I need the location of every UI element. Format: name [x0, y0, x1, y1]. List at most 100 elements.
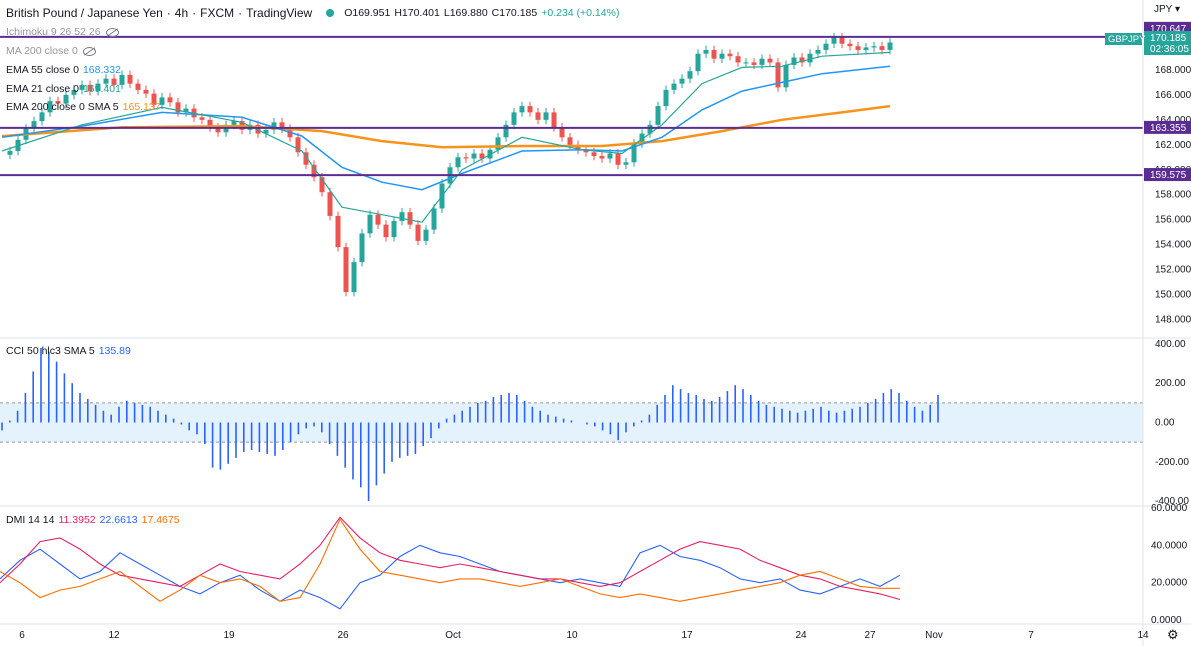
ohlc-change: +0.234 (+0.14%)	[541, 7, 620, 19]
candle-body	[303, 152, 309, 165]
platform: TradingView	[246, 6, 313, 20]
candle-body	[279, 122, 285, 129]
legend-dmi[interactable]: DMI 14 14 11.3952 22.6613 17.4675	[6, 514, 180, 526]
candle-body	[759, 58, 765, 65]
candle-body	[615, 153, 621, 165]
candle-body	[575, 144, 581, 150]
candle-body	[479, 153, 485, 159]
legend-ema200[interactable]: EMA 200 close 0 SMA 5 165.137	[6, 101, 161, 113]
legend-ema200-label: EMA 200 close 0 SMA 5	[6, 101, 119, 113]
candle-body	[727, 53, 733, 57]
candle-body	[855, 46, 861, 50]
candle-body	[551, 112, 557, 128]
price-tick-label: 148.000	[1155, 315, 1191, 326]
currency-label[interactable]: JPY ▾	[1154, 4, 1180, 15]
interval[interactable]: 4h	[174, 6, 189, 20]
candle-body	[63, 94, 69, 104]
legend-ma200[interactable]: MA 200 close 0	[6, 45, 96, 57]
legend-dmi-v3: 17.4675	[141, 514, 180, 526]
candle-body	[519, 106, 525, 113]
hidden-eye-icon[interactable]	[105, 27, 119, 37]
legend-ema55[interactable]: EMA 55 close 0 168.332	[6, 64, 121, 76]
candle-body	[407, 212, 413, 225]
candle-body	[535, 112, 541, 120]
candle-body	[391, 220, 397, 238]
candle-body	[719, 53, 725, 59]
candle-body	[127, 74, 133, 84]
candle-body	[591, 152, 597, 157]
price-tick-label: 156.000	[1155, 215, 1191, 226]
hidden-eye-icon[interactable]	[82, 46, 96, 56]
ema-lines	[1, 51, 891, 223]
level-top-tag: 170.647	[1150, 24, 1187, 35]
candle-body	[815, 49, 821, 54]
candle-body	[415, 224, 421, 241]
horizontal-levels[interactable]	[0, 35, 1143, 177]
candle-body	[791, 57, 797, 65]
candle-body	[655, 106, 661, 125]
candle-body	[383, 224, 389, 238]
last-price-bg	[1144, 31, 1191, 55]
candle-body	[135, 83, 141, 90]
candle-body	[735, 56, 741, 63]
legend-ema21[interactable]: EMA 21 close 0 169.401	[6, 83, 121, 95]
candle-body	[671, 83, 677, 90]
ema55-line	[1, 65, 891, 191]
cci-tick-label: -200.00	[1155, 457, 1189, 468]
candle-body	[599, 156, 605, 159]
price-series	[7, 33, 893, 297]
candle-body	[343, 247, 349, 293]
candle-body	[783, 64, 789, 88]
candle-body	[351, 262, 357, 293]
legend-dmi-v1: 11.3952	[58, 514, 96, 526]
candle-body	[847, 43, 853, 47]
legend-ema21-value: 169.401	[82, 83, 121, 95]
time-tick-label: 12	[108, 630, 120, 641]
legend-dmi-label: DMI 14 14	[6, 514, 55, 526]
candle-body	[71, 89, 77, 95]
time-tick-label: 26	[337, 630, 349, 641]
last-price: 170.185	[1150, 33, 1187, 44]
candle-body	[463, 157, 469, 159]
candle-body	[583, 149, 589, 153]
candle-body	[807, 53, 813, 63]
candle-body	[335, 215, 341, 248]
symbol-name[interactable]: British Pound / Japanese Yen	[6, 6, 163, 20]
dmi-plus-line	[0, 544, 901, 610]
candle-body	[271, 122, 277, 130]
cci-histogram	[1, 347, 939, 502]
candle-body	[399, 212, 405, 221]
price-tick-label: 158.000	[1155, 190, 1191, 201]
currency-text: JPY	[1154, 4, 1173, 15]
candle-body	[159, 97, 165, 105]
candle-body	[887, 42, 893, 50]
candle-body	[767, 58, 773, 63]
time-tick-label: 14	[1137, 630, 1149, 641]
legend-ichimoku-label: Ichimoku 9 26 52 26	[6, 26, 101, 38]
adx-line	[0, 518, 900, 602]
candle-body	[431, 208, 437, 230]
countdown: 02:36:05	[1150, 44, 1189, 55]
level-mid-tag-bg	[1144, 120, 1191, 134]
market-status-dot	[326, 9, 335, 17]
candle-body	[495, 137, 501, 150]
candle-body	[527, 106, 533, 113]
time-tick-label: Oct	[445, 630, 461, 641]
legend-ichimoku[interactable]: Ichimoku 9 26 52 26	[6, 26, 119, 38]
time-tick-label: 7	[1028, 630, 1034, 641]
cci-tick-label: 200.00	[1155, 378, 1186, 389]
candle-body	[295, 137, 301, 153]
cci-tick-label: 400.00	[1155, 339, 1186, 350]
candle-body	[215, 127, 221, 133]
price-tick-label: 150.000	[1155, 290, 1191, 301]
candle-body	[743, 62, 749, 64]
candle-body	[103, 78, 109, 84]
candle-body	[231, 121, 237, 125]
candle-body	[79, 84, 85, 90]
candle-body	[311, 164, 317, 178]
symbol-tag-bg	[1105, 33, 1142, 45]
time-tick-label: 6	[19, 630, 25, 641]
legend-cci[interactable]: CCI 50 hlc3 SMA 5 135.89	[6, 345, 131, 357]
candle-body	[367, 214, 373, 234]
